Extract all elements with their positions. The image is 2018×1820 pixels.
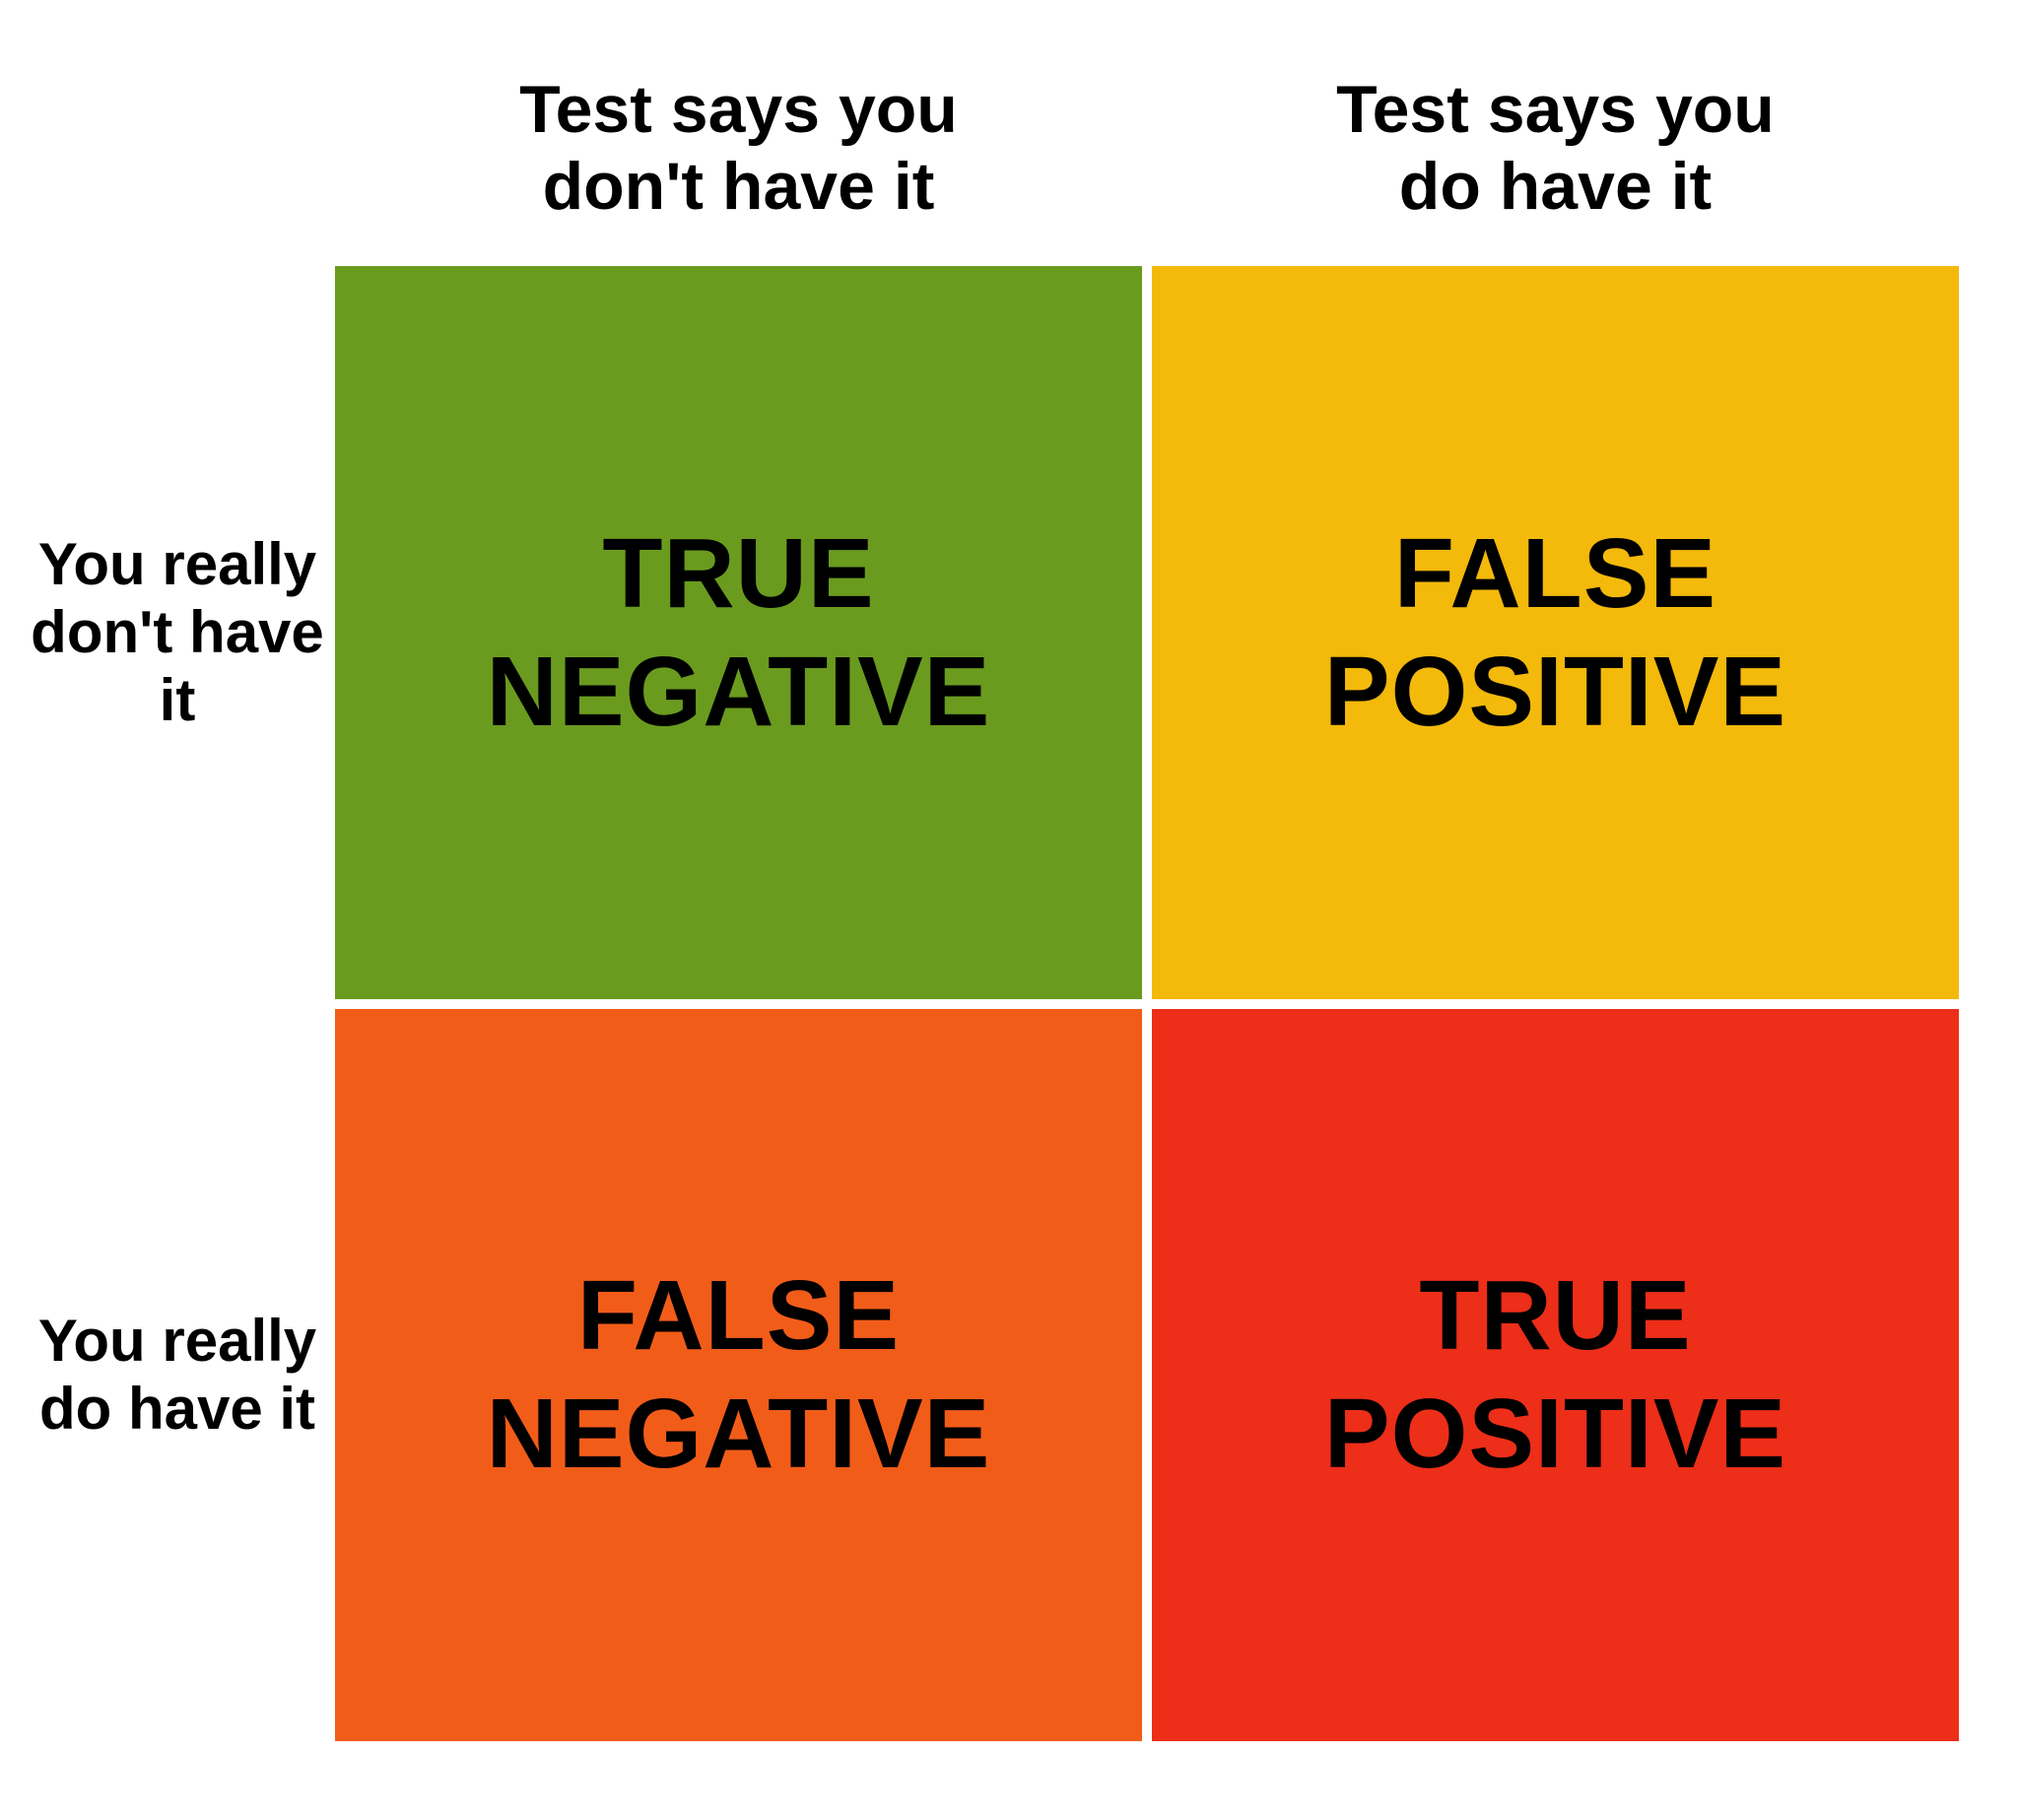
- col-header-1: Test says you do have it: [1152, 39, 1959, 256]
- cell-false-negative: FALSE NEGATIVE: [335, 1009, 1142, 1742]
- row-header-0: You really don't have it: [30, 266, 325, 999]
- cell-true-positive: TRUE POSITIVE: [1152, 1009, 1959, 1742]
- cell-false-positive: FALSE POSITIVE: [1152, 266, 1959, 999]
- corner-spacer: [30, 39, 325, 256]
- confusion-matrix: Test says you don't have it Test says yo…: [0, 0, 2018, 1820]
- col-header-0: Test says you don't have it: [335, 39, 1142, 256]
- row-header-1: You really do have it: [30, 1009, 325, 1742]
- cell-true-negative: TRUE NEGATIVE: [335, 266, 1142, 999]
